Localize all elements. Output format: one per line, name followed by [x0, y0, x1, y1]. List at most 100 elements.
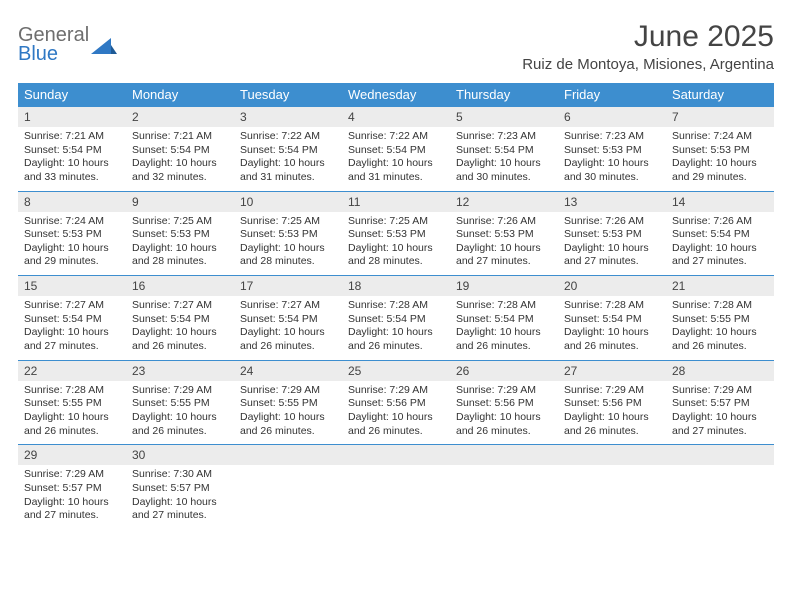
daylight-text: Daylight: 10 hours: [672, 326, 770, 340]
daylight-text: and 26 minutes.: [240, 425, 338, 439]
day-cell: Sunrise: 7:25 AMSunset: 5:53 PMDaylight:…: [342, 212, 450, 276]
day-cell: Sunrise: 7:26 AMSunset: 5:53 PMDaylight:…: [450, 212, 558, 276]
sunrise-text: Sunrise: 7:28 AM: [456, 299, 554, 313]
day-cell: Sunrise: 7:28 AMSunset: 5:55 PMDaylight:…: [18, 381, 126, 445]
day-cell: Sunrise: 7:26 AMSunset: 5:53 PMDaylight:…: [558, 212, 666, 276]
day-cell: Sunrise: 7:28 AMSunset: 5:54 PMDaylight:…: [558, 296, 666, 360]
weekday-header: Saturday: [666, 83, 774, 106]
sunset-text: Sunset: 5:56 PM: [456, 397, 554, 411]
sunset-text: Sunset: 5:54 PM: [672, 228, 770, 242]
day-cell: Sunrise: 7:22 AMSunset: 5:54 PMDaylight:…: [342, 127, 450, 191]
empty-cell: [666, 445, 774, 465]
daylight-text: Daylight: 10 hours: [456, 242, 554, 256]
weekday-header: Thursday: [450, 83, 558, 106]
logo-triangle-icon: [91, 36, 117, 56]
daylight-text: and 27 minutes.: [672, 255, 770, 269]
sunset-text: Sunset: 5:53 PM: [348, 228, 446, 242]
sunset-text: Sunset: 5:54 PM: [24, 144, 122, 158]
date-row: 1 2 3 4 5 6 7: [18, 106, 774, 127]
date-number: 12: [450, 192, 558, 212]
date-number: 25: [342, 361, 450, 381]
sunrise-text: Sunrise: 7:29 AM: [564, 384, 662, 398]
daylight-text: and 31 minutes.: [348, 171, 446, 185]
day-cell: Sunrise: 7:25 AMSunset: 5:53 PMDaylight:…: [126, 212, 234, 276]
sunset-text: Sunset: 5:54 PM: [240, 144, 338, 158]
sunset-text: Sunset: 5:54 PM: [240, 313, 338, 327]
date-number: 20: [558, 276, 666, 296]
sunset-text: Sunset: 5:54 PM: [348, 144, 446, 158]
title-block: June 2025 Ruiz de Montoya, Misiones, Arg…: [522, 20, 774, 73]
sunrise-text: Sunrise: 7:27 AM: [132, 299, 230, 313]
daylight-text: and 26 minutes.: [564, 340, 662, 354]
daylight-text: Daylight: 10 hours: [132, 496, 230, 510]
body-row: Sunrise: 7:29 AMSunset: 5:57 PM Daylight:…: [18, 465, 774, 529]
daylight-text: and 26 minutes.: [132, 425, 230, 439]
sunset-text: Sunset: 5:56 PM: [564, 397, 662, 411]
weekday-header: Friday: [558, 83, 666, 106]
daylight-text: Daylight: 10 hours: [564, 157, 662, 171]
empty-cell: [234, 465, 342, 529]
date-number: 13: [558, 192, 666, 212]
sunset-text: Sunset: 5:55 PM: [24, 397, 122, 411]
sunrise-text: Sunrise: 7:29 AM: [348, 384, 446, 398]
day-cell: Sunrise: 7:30 AMSunset: 5:57 PMDaylight:…: [126, 465, 234, 529]
sunset-text: Sunset: 5:54 PM: [348, 313, 446, 327]
sunset-text: Sunset: 5:53 PM: [672, 144, 770, 158]
sunrise-text: Sunrise: 7:29 AM: [132, 384, 230, 398]
daylight-text: Daylight: 10 hours: [456, 157, 554, 171]
month-title: June 2025: [522, 20, 774, 54]
daylight-text: Daylight: 10 hours: [348, 411, 446, 425]
sunrise-text: Sunrise: 7:24 AM: [24, 215, 122, 229]
day-cell: Sunrise: 7:29 AMSunset: 5:55 PMDaylight:…: [234, 381, 342, 445]
date-number: 22: [18, 361, 126, 381]
daylight-text: and 32 minutes.: [132, 171, 230, 185]
sunrise-text: Sunrise: 7:28 AM: [24, 384, 122, 398]
sunrise-text: Sunrise: 7:27 AM: [240, 299, 338, 313]
daylight-text: Daylight: 10 hours: [564, 411, 662, 425]
sunrise-text: Sunrise: 7:24 AM: [672, 130, 770, 144]
date-number: 30: [126, 445, 234, 465]
daylight-text: Daylight: 10 hours: [672, 411, 770, 425]
day-cell: Sunrise: 7:29 AMSunset: 5:56 PMDaylight:…: [558, 381, 666, 445]
date-number: 11: [342, 192, 450, 212]
date-number: 10: [234, 192, 342, 212]
daylight-text: and 26 minutes.: [240, 340, 338, 354]
daylight-text: Daylight: 10 hours: [564, 242, 662, 256]
sunset-text: Sunset: 5:54 PM: [24, 313, 122, 327]
daylight-text: Daylight: 10 hours: [240, 242, 338, 256]
date-number: 2: [126, 107, 234, 127]
day-cell: Sunrise: 7:29 AMSunset: 5:56 PMDaylight:…: [450, 381, 558, 445]
date-number: 3: [234, 107, 342, 127]
sunset-text: Sunset: 5:54 PM: [456, 313, 554, 327]
body-row: Sunrise: 7:21 AMSunset: 5:54 PMDaylight:…: [18, 127, 774, 191]
date-number: 23: [126, 361, 234, 381]
sunrise-text: Sunrise: 7:29 AM: [24, 468, 122, 482]
sunset-text: Sunset: 5:53 PM: [240, 228, 338, 242]
date-number: 29: [18, 445, 126, 465]
day-cell: Sunrise: 7:27 AMSunset: 5:54 PMDaylight:…: [126, 296, 234, 360]
daylight-text: Daylight: 10 hours: [24, 157, 122, 171]
daylight-text: and 26 minutes.: [456, 425, 554, 439]
daylight-text: Daylight: 10 hours: [132, 411, 230, 425]
daylight-text: and 26 minutes.: [24, 425, 122, 439]
sunset-text: Sunset: 5:57 PM: [24, 482, 122, 496]
location-label: Ruiz de Montoya, Misiones, Argentina: [522, 56, 774, 73]
daylight-text: and 30 minutes.: [564, 171, 662, 185]
day-cell: Sunrise: 7:25 AMSunset: 5:53 PMDaylight:…: [234, 212, 342, 276]
day-cell: Sunrise: 7:26 AMSunset: 5:54 PMDaylight:…: [666, 212, 774, 276]
daylight-text: and 27 minutes.: [564, 255, 662, 269]
body-row: Sunrise: 7:28 AMSunset: 5:55 PM Daylight:…: [18, 381, 774, 445]
daylight-text: Daylight: 10 hours: [240, 157, 338, 171]
empty-cell: [342, 465, 450, 529]
daylight-text: and 27 minutes.: [24, 340, 122, 354]
date-number: 26: [450, 361, 558, 381]
daylight-text: and 26 minutes.: [564, 425, 662, 439]
date-number: 27: [558, 361, 666, 381]
sunrise-text: Sunrise: 7:26 AM: [564, 215, 662, 229]
daylight-text: and 31 minutes.: [240, 171, 338, 185]
empty-cell: [450, 465, 558, 529]
day-cell: Sunrise: 7:22 AMSunset: 5:54 PMDaylight:…: [234, 127, 342, 191]
empty-cell: [666, 465, 774, 529]
empty-cell: [558, 445, 666, 465]
body-row: Sunrise: 7:24 AMSunset: 5:53 PMDaylight:…: [18, 212, 774, 276]
